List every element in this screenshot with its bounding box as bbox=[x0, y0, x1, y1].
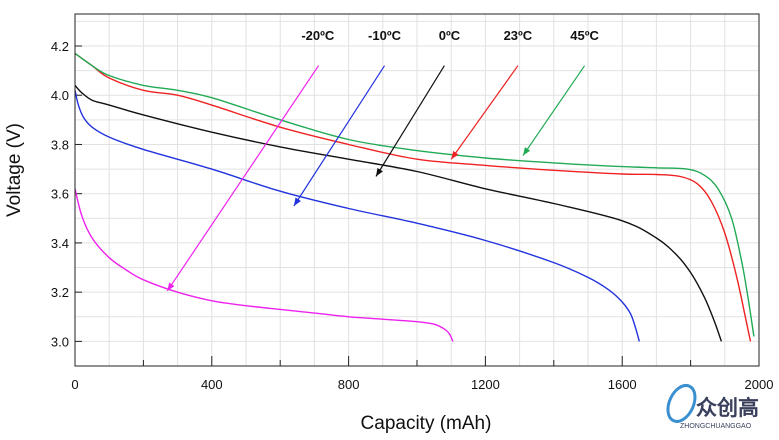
series-line-23C bbox=[74, 52, 752, 342]
x-tick-label: 1200 bbox=[471, 377, 500, 392]
series-label: 0ºC bbox=[439, 28, 461, 43]
annotation-arrow-line bbox=[293, 65, 386, 207]
series-label: 45ºC bbox=[570, 28, 599, 43]
plot-frame bbox=[74, 13, 760, 367]
x-tick-label: 1600 bbox=[608, 377, 637, 392]
x-tick-label: 2000 bbox=[745, 377, 774, 392]
annotation-arrowhead-icon bbox=[375, 167, 383, 177]
annotation-arrowhead-icon bbox=[523, 147, 531, 156]
watermark-subtext: ZHONGCHUANGGAO bbox=[680, 423, 752, 430]
annotation-arrow-line bbox=[522, 65, 586, 156]
annotation-arrows bbox=[166, 65, 586, 292]
series-line-0C bbox=[74, 84, 723, 342]
x-axis-title: Capacity (mAh) bbox=[361, 413, 492, 434]
y-tick-label: 3.4 bbox=[51, 236, 69, 251]
y-axis-title: Voltage (V) bbox=[4, 123, 25, 217]
watermark-swoosh-icon bbox=[666, 383, 697, 423]
x-tick-label: 800 bbox=[338, 377, 360, 392]
x-tick-label: 400 bbox=[201, 377, 223, 392]
series-line--10C bbox=[74, 90, 640, 342]
annotation-labels: -20ºC -10ºC 0ºC 23ºC 45ºC bbox=[301, 28, 599, 43]
y-tick-label: 4.2 bbox=[51, 39, 69, 54]
series-label: -20ºC bbox=[301, 28, 335, 43]
annotation-arrow-line bbox=[375, 65, 445, 177]
y-tick-label: 4.0 bbox=[51, 88, 69, 103]
watermark-text: 众创高 bbox=[696, 396, 759, 420]
y-tick-label: 3.6 bbox=[51, 187, 69, 202]
annotation-arrowhead-icon bbox=[293, 197, 301, 206]
grid bbox=[75, 14, 759, 366]
series-line--20C bbox=[74, 188, 454, 342]
y-axis-ticks: 3.0 3.2 3.4 3.6 3.8 4.0 4.2 bbox=[51, 39, 82, 349]
series-label: -10ºC bbox=[368, 28, 402, 43]
annotation-arrow-line bbox=[166, 65, 320, 292]
watermark-logo: 众创高 ZHONGCHUANGGAO bbox=[666, 383, 759, 430]
annotation-arrow-line bbox=[450, 65, 519, 160]
y-tick-label: 3.2 bbox=[51, 285, 69, 300]
y-tick-label: 3.8 bbox=[51, 137, 69, 152]
series-group bbox=[74, 52, 755, 342]
series-line-45C bbox=[74, 52, 755, 337]
x-axis-ticks: 0 400 800 1200 1600 2000 bbox=[71, 356, 773, 392]
x-tick-label: 0 bbox=[71, 377, 78, 392]
annotation-arrowhead-icon bbox=[451, 150, 459, 160]
y-tick-label: 3.0 bbox=[51, 334, 69, 349]
annotation-arrowhead-icon bbox=[167, 282, 175, 291]
series-label: 23ºC bbox=[504, 28, 533, 43]
